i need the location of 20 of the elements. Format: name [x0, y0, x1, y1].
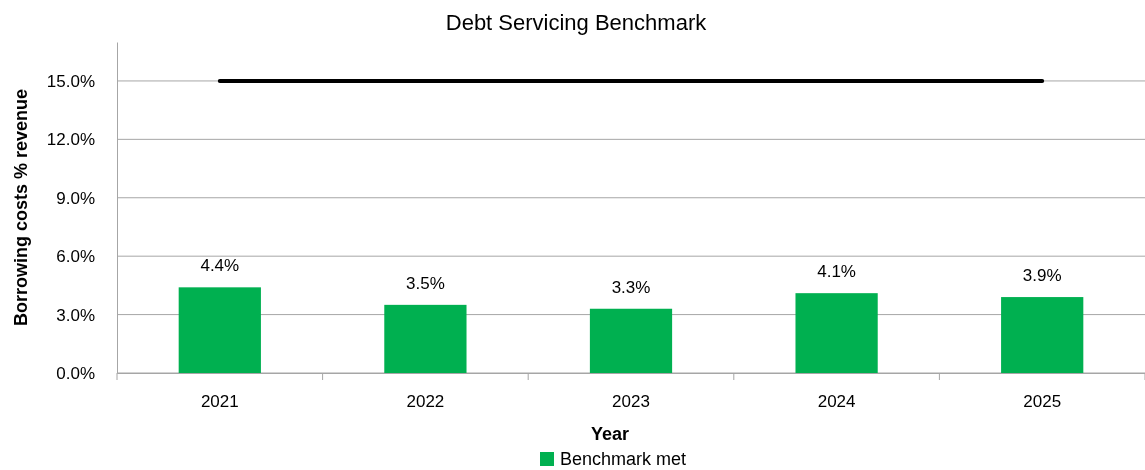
x-tick-label: 2025	[1023, 392, 1062, 412]
x-tick-label: 2024	[817, 392, 856, 412]
x-axis-title: Year	[590, 424, 630, 444]
y-tick-label: 3.0%	[56, 305, 95, 325]
text: 4.4%	[200, 256, 240, 276]
text: 3.3%	[611, 277, 651, 297]
y-axis-title: Borrowing costs % revenue	[11, 88, 31, 327]
y-tick-label: 9.0%	[56, 188, 95, 208]
text: 3.5%	[406, 273, 445, 293]
text: 3.9%	[1022, 266, 1062, 286]
y-tick-label: 12.0%	[46, 130, 95, 150]
y-tick-label: 15.0%	[46, 71, 95, 91]
y-tick-label: 0.0%	[56, 363, 95, 383]
text: 4.1%	[817, 262, 856, 282]
x-tick-label: 2021	[200, 392, 239, 412]
chart-title: Debt Servicing Benchmark	[445, 10, 708, 35]
y-tick-label: 6.0%	[56, 247, 95, 267]
x-tick-label: 2022	[406, 392, 445, 412]
x-tick-label: 2023	[612, 392, 650, 412]
legend-label: Benchmark met	[560, 449, 687, 469]
